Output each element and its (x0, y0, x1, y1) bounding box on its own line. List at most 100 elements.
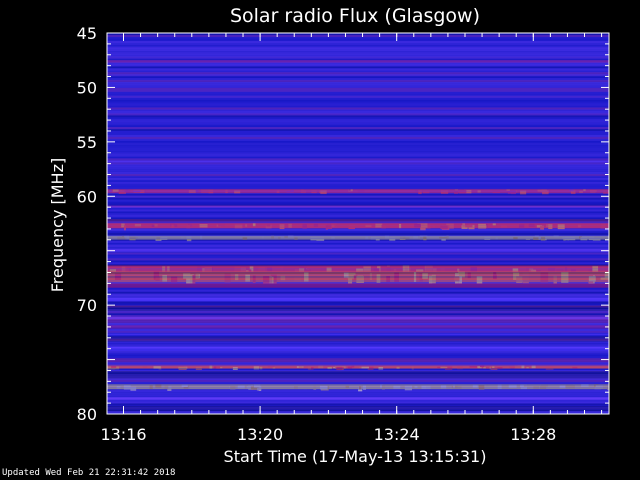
texture-row (107, 223, 609, 226)
texture-row (107, 232, 609, 236)
texture-row (107, 340, 609, 343)
chart-title: Solar radio Flux (Glasgow) (230, 5, 480, 27)
texture-row (107, 130, 609, 134)
texture-row (107, 262, 609, 265)
texture-row (107, 68, 609, 71)
texture-row (107, 401, 609, 404)
texture-row (107, 207, 609, 210)
texture-row (107, 148, 609, 151)
texture-row (107, 115, 609, 118)
texture-row (107, 209, 609, 212)
texture-row (107, 160, 609, 163)
texture-row (107, 113, 609, 116)
texture-row (107, 93, 609, 97)
texture-row (107, 275, 609, 279)
texture-row (107, 299, 609, 302)
texture-row (107, 164, 609, 167)
texture-row (107, 150, 609, 153)
texture-row (107, 40, 609, 44)
texture-row (107, 136, 609, 140)
y-tick-label: 50 (77, 78, 97, 97)
texture-row (107, 101, 609, 104)
texture-row (107, 70, 609, 73)
texture-row (107, 87, 609, 91)
texture-row (107, 230, 609, 234)
texture-row (107, 407, 609, 410)
texture-row (107, 364, 609, 367)
texture-row (107, 193, 609, 196)
texture-row (107, 129, 609, 132)
texture-row (107, 274, 609, 277)
texture-row (107, 219, 609, 222)
texture-row (107, 411, 609, 414)
texture-row (107, 107, 609, 110)
texture-row (107, 311, 609, 314)
texture-row (107, 83, 609, 87)
texture-row (107, 48, 609, 51)
texture-row (107, 326, 609, 330)
y-tick-label: 45 (77, 24, 97, 43)
texture-row (107, 56, 609, 59)
texture-row (107, 303, 609, 306)
texture-row (107, 142, 609, 145)
texture-row (107, 256, 609, 259)
texture-row (107, 89, 609, 93)
texture-row (107, 403, 609, 406)
texture-row (107, 97, 609, 100)
texture-row (107, 58, 609, 61)
texture-row (107, 291, 609, 294)
x-tick-label: 13:20 (237, 425, 283, 444)
texture-row (107, 144, 609, 147)
texture-row (107, 297, 609, 300)
texture-row (107, 281, 609, 285)
texture-row (107, 95, 609, 98)
texture-row (107, 146, 609, 149)
texture-row (107, 322, 609, 326)
x-axis-label: Start Time (17-May-13 13:15:31) (224, 447, 487, 466)
texture-row (107, 76, 609, 79)
texture-row (107, 33, 609, 36)
texture-row (107, 277, 609, 281)
texture-row (107, 66, 609, 69)
emission-burst (608, 266, 609, 274)
texture-row (107, 203, 609, 206)
texture-row (107, 166, 609, 169)
texture-row (107, 260, 609, 263)
texture-row (107, 368, 609, 371)
texture-row (107, 346, 609, 349)
updated-timestamp: Updated Wed Feb 21 22:31:42 2018 (2, 468, 176, 478)
texture-row (107, 309, 609, 312)
texture-row (107, 295, 609, 298)
texture-row (107, 225, 609, 228)
texture-row (107, 371, 609, 375)
y-tick-label: 80 (77, 405, 97, 424)
texture-row (107, 397, 609, 400)
plot-area (107, 33, 609, 414)
texture-row (107, 242, 609, 245)
texture-row (107, 176, 609, 179)
texture-row (107, 264, 609, 267)
texture-row (107, 72, 609, 75)
texture-row (107, 366, 609, 369)
heatmap-texture (107, 33, 609, 414)
texture-row (107, 313, 609, 316)
texture-row (107, 99, 609, 102)
texture-row (107, 201, 609, 204)
texture-row (107, 211, 609, 214)
texture-row (107, 234, 609, 238)
texture-row (107, 170, 609, 173)
texture-row (107, 250, 609, 253)
texture-row (107, 381, 609, 385)
texture-row (107, 228, 609, 232)
texture-row (107, 279, 609, 283)
texture-row (107, 156, 609, 159)
texture-row (107, 109, 609, 112)
texture-row (107, 252, 609, 255)
texture-row (107, 127, 609, 130)
texture-row (107, 254, 609, 257)
texture-row (107, 287, 609, 290)
texture-row (107, 42, 609, 46)
texture-row (107, 205, 609, 208)
texture-row (107, 334, 609, 338)
texture-row (107, 285, 609, 289)
